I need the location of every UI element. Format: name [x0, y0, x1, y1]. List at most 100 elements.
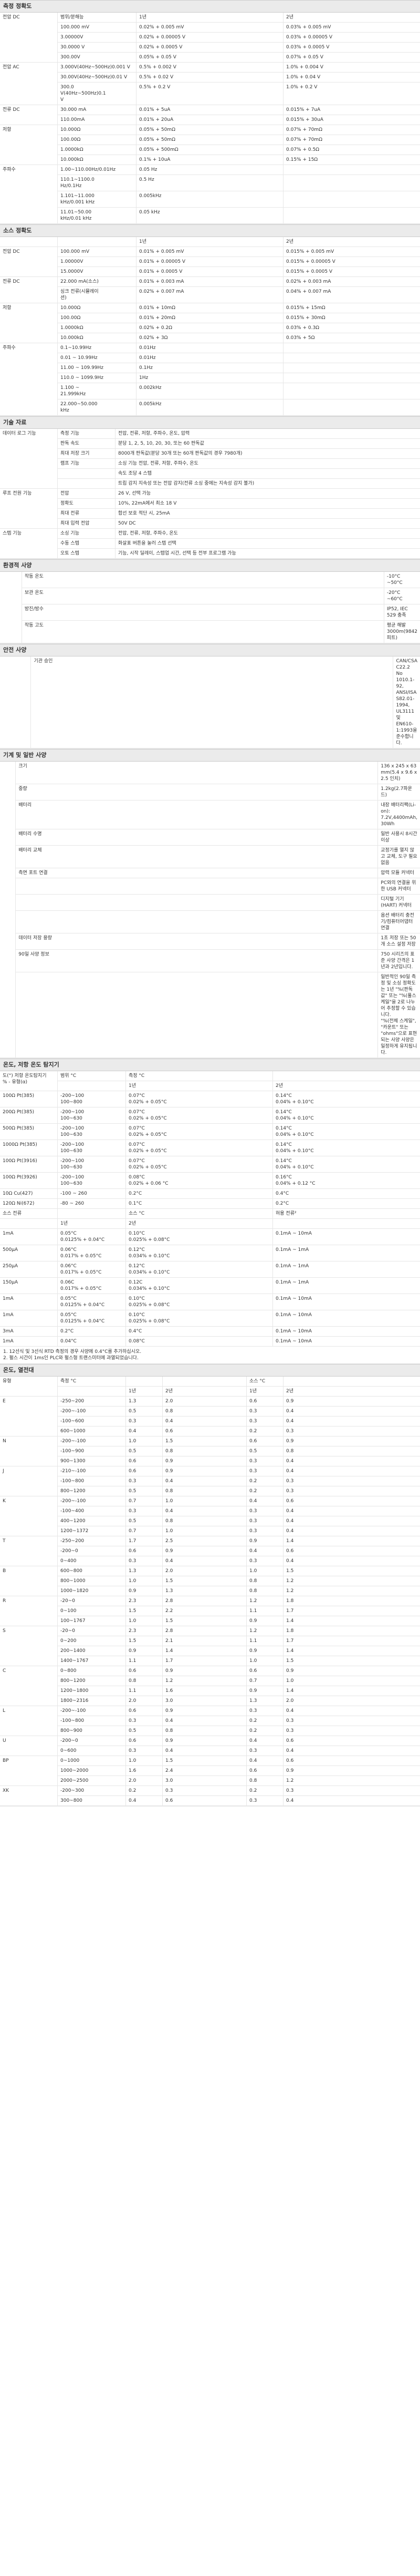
- group-label: 500Ω Pt(385): [0, 1124, 58, 1140]
- table-cell: 0.9: [286, 1439, 294, 1444]
- group-label: 데이터 로그 기능: [0, 429, 58, 488]
- table-row: 옵션 배터리 충전기/컴퓨터어댑터 연결: [16, 911, 420, 933]
- spec-group: J -210~-100 0.6 0.9 0.3 0.4 -100~800 0.3 0.4 0.2 0…: [0, 1466, 420, 1496]
- spec-group: 루프 전원 기능 전압 26 V, 선택 가능 정확도 10%, 22mA에서 최소 1…: [0, 489, 420, 529]
- table-cell: -100~400: [58, 1506, 126, 1516]
- table-row: 0~400 0.3 0.4 0.3 0.4: [58, 1556, 420, 1566]
- table-cell: 1.4: [163, 1646, 247, 1656]
- table-cell: 300.00V: [58, 53, 136, 62]
- table-cell: 1.3: [126, 1566, 163, 1576]
- spec-group: 100Ω Pt(3916) -200~100 100~630 0.07°C 0.02…: [0, 1156, 420, 1173]
- table-cell: 0.01 ~ 10.99Hz: [58, 353, 136, 363]
- spec-table: 크기 136 x 245 x 63 mm(5.4 x 9.6 x 2.5 인치) 중…: [0, 762, 420, 1059]
- table-cell: 0.07°C 0.02% + 0.05°C: [126, 1156, 273, 1172]
- table-cell: 8000개 판독값(분당 30개 또는 60개 판독값의 경우 7980개): [118, 451, 243, 456]
- table-cell: 1400~1767: [58, 1656, 126, 1666]
- group-rows: -210~-100 0.6 0.9 0.3 0.4 -100~800 0.3 0.4 0.2 0.…: [58, 1466, 420, 1496]
- table-cell: 0.8: [286, 1449, 294, 1454]
- table-cell: 1.2: [286, 1578, 294, 1584]
- table-cell: 0.05% + 50mΩ: [136, 135, 284, 145]
- table-cell: 램프 기능: [58, 459, 116, 468]
- table-cell: [163, 1377, 247, 1386]
- group-rows: 전압 26 V, 선택 가능 정확도 10%, 22mA에서 최소 18 V 최대 전류…: [58, 489, 420, 528]
- group-rows: -250~200 1.7 2.5 0.9 1.4 -200~0 0.6 0.9 0.4 0.6 0~…: [58, 1536, 420, 1566]
- spec-group: 전류 DC 30.000 mA 0.01% + 5uA 0.015% + 7uA 110…: [0, 105, 420, 125]
- table-cell: 0.03% + 0.00005 V: [286, 35, 333, 40]
- table-cell: 0.01% + 5uA: [136, 105, 284, 115]
- table-cell: 0.04% + 0.007 mA: [286, 289, 331, 294]
- group-label: 1000Ω Pt(385): [0, 1140, 58, 1156]
- group-rows: 0.06C 0.017% + 0.05°C 0.12C 0.034% + 0.10…: [58, 1278, 420, 1294]
- table-cell: 0.002kHz: [136, 383, 284, 399]
- table-cell: 2.3: [126, 1596, 163, 1606]
- table-cell: 2000~2500: [58, 1776, 126, 1785]
- table-cell: 최대 전류: [58, 509, 116, 518]
- group-rows: -200~100 100~630 0.07°C 0.02% + 0.05°C 0.1…: [58, 1140, 420, 1156]
- table-cell: 10.000Ω: [58, 303, 136, 313]
- table-cell: 800~1000: [58, 1576, 126, 1586]
- table-row: 22.000~50.000 kHz 0.005kHz: [58, 399, 420, 415]
- table-cell: 0.015% + 0.005 mV: [286, 249, 334, 254]
- table-cell: 0.7: [126, 1496, 163, 1506]
- spec-group: L -200~-100 0.6 0.9 0.3 0.4 -100~800 0.3 0.4 0.2 0…: [0, 1706, 420, 1736]
- table-row: 0.1~10.99Hz 0.01Hz: [58, 343, 420, 353]
- group-label: 전압 DC: [0, 13, 58, 62]
- table-cell: 0.1°C: [126, 1199, 273, 1208]
- table-cell: 3.000V(40Hz~500Hz)0.001 V: [58, 63, 136, 72]
- table-cell: 0.6: [286, 1548, 294, 1554]
- table-cell: [284, 399, 420, 415]
- table-cell: 0.06C 0.017% + 0.05°C: [58, 1278, 126, 1294]
- group-label: 3mA: [0, 1327, 58, 1336]
- table-cell: 1.0: [247, 1566, 284, 1576]
- table-cell: 0.4: [163, 1476, 247, 1486]
- table-row: 1년 2년: [58, 1219, 420, 1228]
- table-cell: 소싱 기능 전압, 전류, 저항, 주파수, 온도: [118, 461, 198, 466]
- table-row: -200~0 0.6 0.9 0.4 0.6: [58, 1546, 420, 1556]
- table-cell: 소싱 기능: [58, 529, 116, 538]
- group-label: J: [0, 1466, 58, 1496]
- spec-group: 150μA 0.06C 0.017% + 0.05°C 0.12C 0.034% +…: [0, 1278, 420, 1294]
- table-cell: 0.12C 0.034% + 0.10°C: [126, 1278, 273, 1294]
- table-cell: 0.4: [126, 1796, 163, 1805]
- table-cell: 0.3: [247, 1506, 284, 1516]
- spec-group: S -20~0 2.3 2.8 1.2 1.8 0~200 1.5 2.1 1.1 1.7 200~1…: [0, 1626, 420, 1666]
- table-row: 램프 기능 소싱 기능 전압, 전류, 저항, 주파수, 온도: [58, 459, 420, 469]
- table-row: -200~100 100~800 0.07°C 0.02% + 0.05°C 0.1…: [58, 1091, 420, 1107]
- group-label: N: [0, 1436, 58, 1466]
- table-cell: 1.0000kΩ: [58, 323, 136, 333]
- table-row: 22.000 mA(소스) 0.01% + 0.003 mA 0.02% + 0.0…: [58, 277, 420, 287]
- table-row: -200~100 100~630 0.07°C 0.02% + 0.05°C 0.1…: [58, 1124, 420, 1140]
- table-cell: 0.03% + 5Ω: [286, 335, 315, 341]
- spec-group: 120Ω Ni(672) -80 ~ 260 0.1°C 0.2°C: [0, 1199, 420, 1209]
- table-cell: 0.3: [247, 1466, 284, 1476]
- table-cell: 0.8: [247, 1586, 284, 1596]
- group-rows: -200~100 100~630 0.07°C 0.02% + 0.05°C 0.1…: [58, 1107, 420, 1123]
- table-cell: 15.0000V: [58, 267, 136, 276]
- spec-group: B 600~800 1.3 2.0 1.0 1.5 800~1000 1.0 1.5 0.8 1.2…: [0, 1566, 420, 1596]
- table-cell: 0~1000: [58, 1756, 126, 1766]
- group-label: 유형: [0, 1377, 58, 1396]
- table-cell: 1.0: [126, 1756, 163, 1766]
- table-cell: 0.01% + 20uA: [136, 115, 284, 125]
- table-row: 0.2°C 0.4°C 0.1mA ~ 10mA: [58, 1327, 420, 1336]
- table-row: 0.05°C 0.0125% + 0.04°C 0.10°C 0.025% + 0…: [58, 1310, 420, 1326]
- table-cell: 0.02% + 0.005 mV: [136, 23, 284, 32]
- table-row: -200~100 100~630 0.07°C 0.02% + 0.05°C 0.1…: [58, 1140, 420, 1156]
- table-row: -100~900 0.5 0.8 0.5 0.8: [58, 1446, 420, 1456]
- table-row: 1.00000V 0.01% + 0.00005 V 0.015% + 0.0000…: [58, 257, 420, 267]
- table-cell: 1.8: [286, 1598, 294, 1604]
- table-cell: 2.0: [286, 1698, 294, 1703]
- spec-group: N -200~-100 1.0 1.5 0.6 0.9 -100~900 0.5 0.8 0.5 0…: [0, 1436, 420, 1466]
- table-cell: [16, 972, 379, 1058]
- group-rows: 0~1000 1.0 1.5 0.4 0.6 1000~2000 1.6 2.4 0.6 0.9 2…: [58, 1756, 420, 1785]
- table-row: -200~100 100~630 0.07°C 0.02% + 0.05°C 0.1…: [58, 1107, 420, 1123]
- table-cell: 1.5: [163, 1436, 247, 1446]
- group-rows: 크기 136 x 245 x 63 mm(5.4 x 9.6 x 2.5 인치) 중…: [16, 762, 420, 1058]
- group-label: XK: [0, 1786, 58, 1805]
- table-cell: 0.3: [247, 1417, 284, 1426]
- table-cell: 0.10°C 0.025% + 0.08°C: [126, 1294, 273, 1310]
- table-cell: 1.5: [286, 1568, 294, 1574]
- table-row: -200~0 0.6 0.9 0.4 0.6: [58, 1736, 420, 1746]
